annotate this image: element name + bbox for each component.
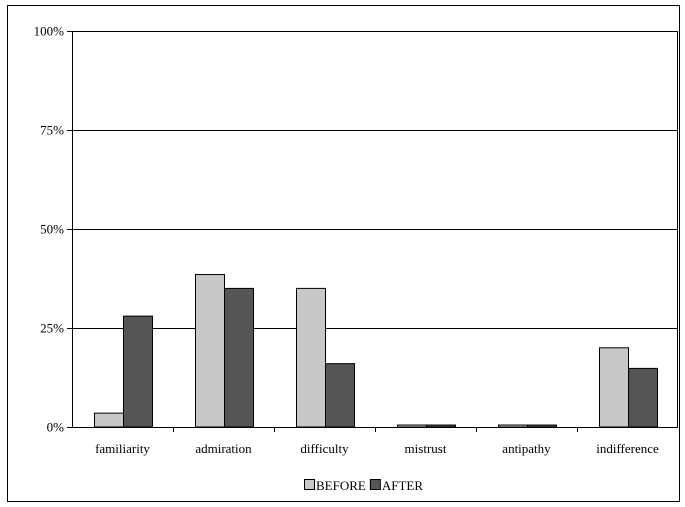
x-tick-label: indifference <box>596 441 659 456</box>
y-tick-label: 100% <box>34 24 65 39</box>
bar-before-mistrust <box>397 424 427 428</box>
legend-label-after: AFTER <box>382 478 424 493</box>
y-tick-labels: 0% 25% 50% 75% 100% <box>34 24 65 435</box>
bar-before-indifference <box>599 347 629 428</box>
y-tick-label: 75% <box>40 123 64 138</box>
bar-after-indifference <box>628 367 658 428</box>
bar-after-difficulty <box>325 363 355 428</box>
y-tick-label: 0% <box>47 420 65 435</box>
x-tick-labels: familiarity admiration difficulty mistrust a… <box>95 441 659 456</box>
y-tick-label: 50% <box>40 222 64 237</box>
x-tick-label: mistrust <box>405 441 447 456</box>
y-tick-label: 25% <box>40 321 64 336</box>
x-tick-label: difficulty <box>300 441 349 456</box>
bars <box>94 274 658 428</box>
bar-before-difficulty <box>296 287 326 428</box>
axes <box>67 31 678 432</box>
legend-swatch-before <box>304 479 315 490</box>
x-tick-label: admiration <box>195 441 252 456</box>
legend-swatch-after <box>369 479 381 490</box>
bar-before-familiarity <box>94 412 124 428</box>
bar-before-admiration <box>195 274 225 428</box>
legend: BEFORE AFTER <box>304 478 424 493</box>
bar-after-antipathy <box>527 424 557 428</box>
gridlines <box>72 31 678 329</box>
bar-after-mistrust <box>426 424 456 428</box>
x-tick-label: antipathy <box>502 441 551 456</box>
legend-label-before: BEFORE <box>316 478 366 493</box>
bar-before-antipathy <box>498 424 528 428</box>
bar-after-admiration <box>224 287 254 428</box>
bar-after-familiarity <box>123 315 153 428</box>
x-tick-label: familiarity <box>95 441 150 456</box>
